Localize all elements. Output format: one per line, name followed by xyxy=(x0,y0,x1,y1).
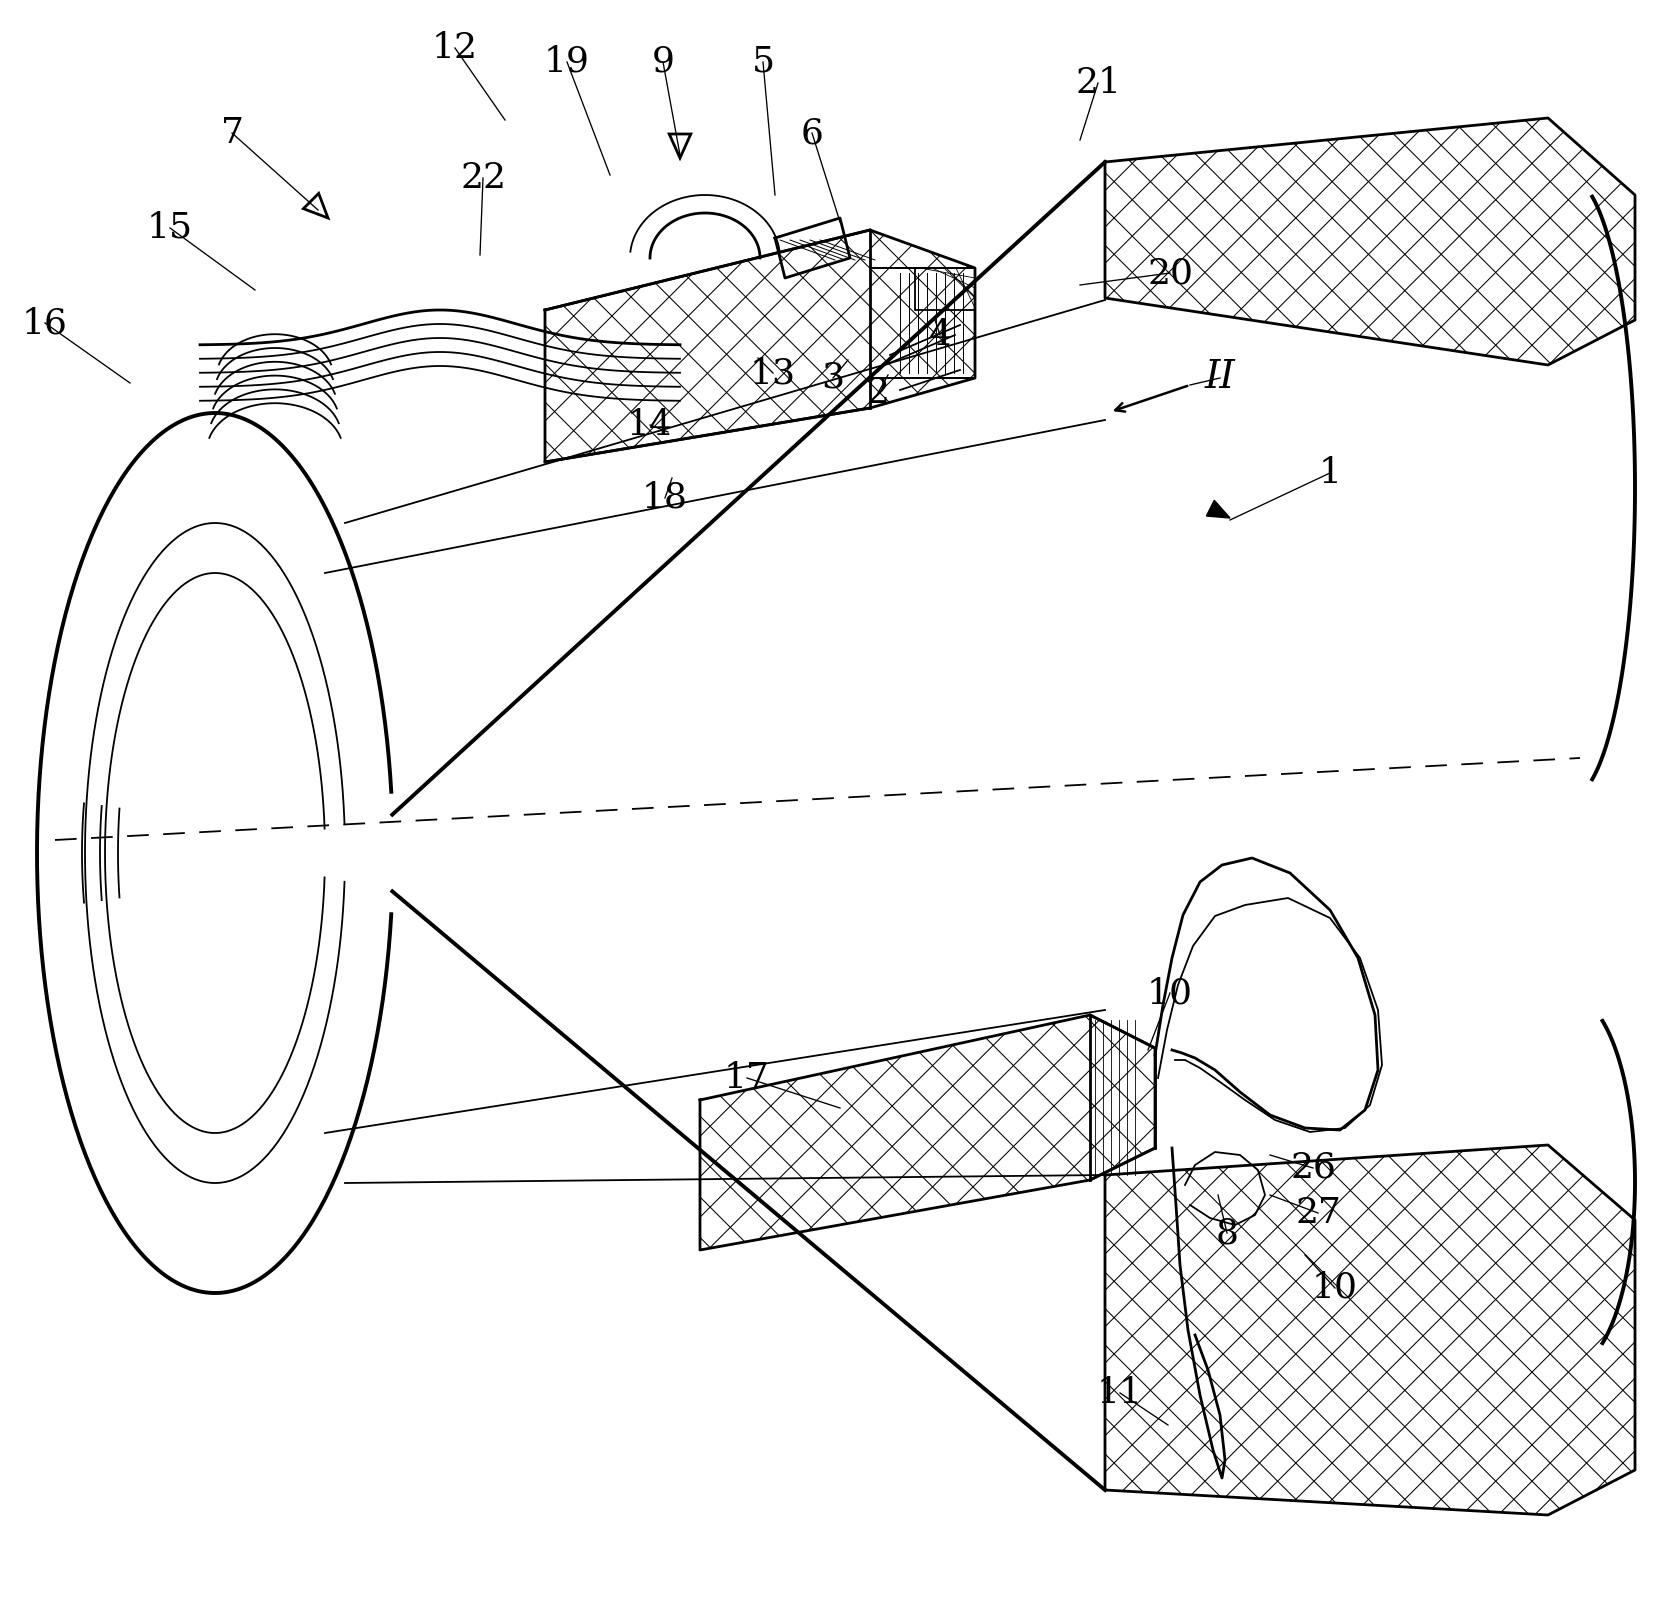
Text: 12: 12 xyxy=(432,31,478,64)
Text: 5: 5 xyxy=(752,45,775,79)
Text: 9: 9 xyxy=(652,45,675,79)
Text: 6: 6 xyxy=(800,116,823,149)
Text: II: II xyxy=(1205,360,1235,397)
Text: 13: 13 xyxy=(750,357,797,391)
Text: 22: 22 xyxy=(460,161,507,194)
Text: 1: 1 xyxy=(1319,456,1342,490)
Text: 14: 14 xyxy=(627,408,673,442)
Text: 16: 16 xyxy=(22,305,68,341)
Text: 15: 15 xyxy=(147,211,193,244)
Text: 4: 4 xyxy=(929,318,952,352)
Text: 10: 10 xyxy=(1147,975,1194,1011)
Text: 11: 11 xyxy=(1097,1376,1144,1409)
Text: 3: 3 xyxy=(822,362,845,395)
Text: 7: 7 xyxy=(220,116,243,149)
Text: 18: 18 xyxy=(642,480,688,514)
Text: 17: 17 xyxy=(723,1061,770,1094)
Text: 21: 21 xyxy=(1075,66,1120,100)
Text: 2: 2 xyxy=(867,376,890,410)
Text: 26: 26 xyxy=(1290,1151,1335,1184)
Polygon shape xyxy=(1207,500,1230,517)
Text: 20: 20 xyxy=(1147,256,1194,289)
Text: 10: 10 xyxy=(1312,1271,1359,1305)
Text: 8: 8 xyxy=(1215,1216,1239,1250)
Text: 27: 27 xyxy=(1295,1196,1340,1229)
Text: 19: 19 xyxy=(543,45,590,79)
